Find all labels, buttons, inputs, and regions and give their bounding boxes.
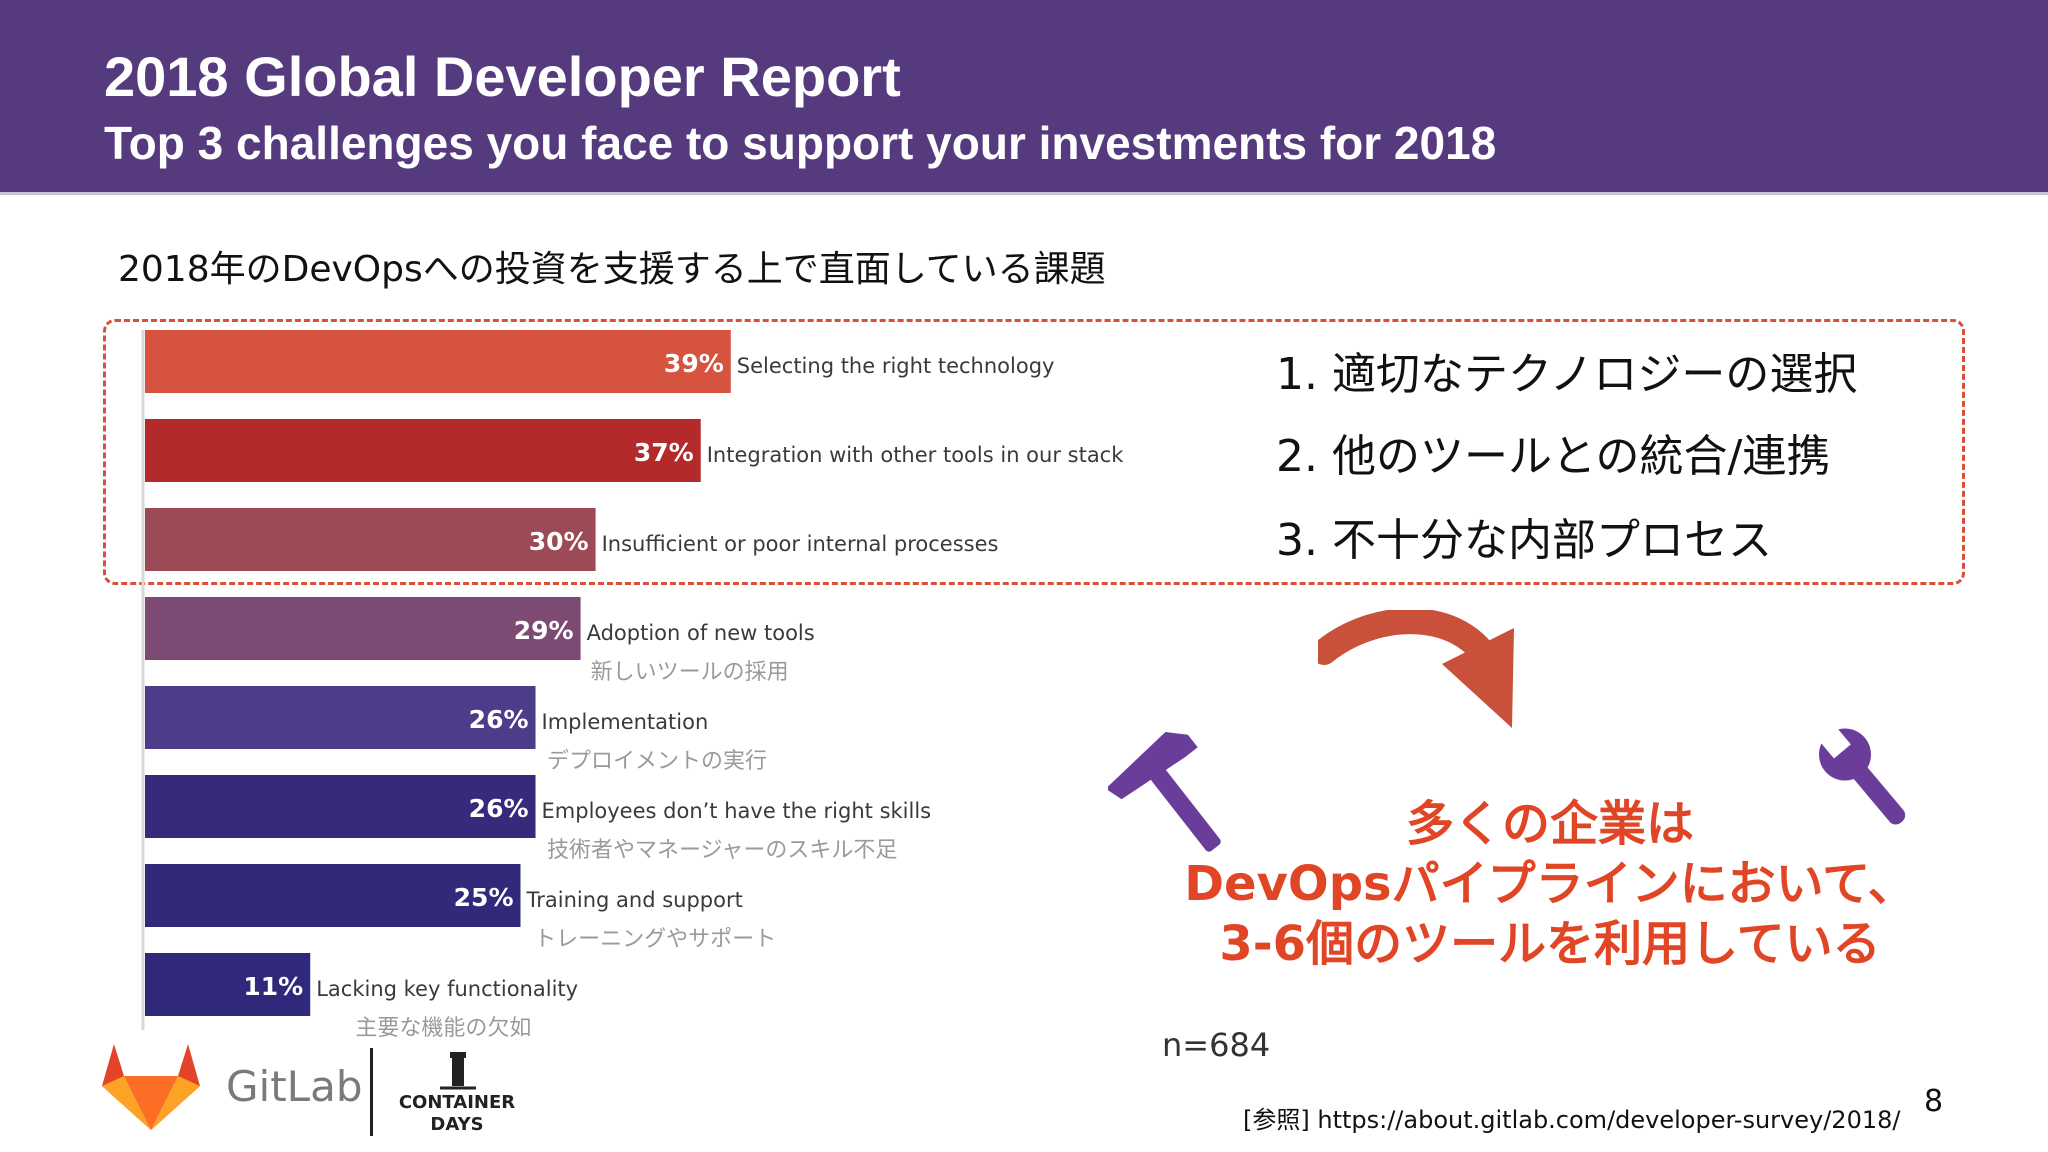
bar-category-label-jp-5: デプロイメントの実行 — [547, 749, 767, 774]
bar-value-label-5: 26% — [469, 705, 529, 734]
hammer-icon — [1108, 731, 1221, 852]
bar-7 — [145, 864, 521, 927]
wrench-icon — [1817, 724, 1906, 825]
page-number: 8 — [1924, 1084, 1944, 1119]
top3-highlight-box — [103, 319, 1965, 585]
sample-size: n=684 — [1162, 1026, 1271, 1064]
bar-category-label-7: Training and support — [526, 888, 743, 912]
reference-link[interactable]: [参照] https://about.gitlab.com/developer-… — [1243, 1106, 1901, 1134]
top3-item-3: 3. 不十分な内部プロセス — [1276, 515, 1772, 566]
chart-title-jp: 2018年のDevOpsへの投資を支援する上で直面している課題 — [118, 249, 1106, 290]
bar-category-label-6: Employees don’t have the right skills — [542, 799, 932, 823]
bar-value-label-1: 39% — [664, 349, 724, 378]
message-line-2: DevOpsパイプラインにおいて、 — [1184, 856, 1916, 912]
gitlab-logo-text: GitLab — [226, 1062, 363, 1111]
bar-value-label-8: 11% — [243, 972, 303, 1001]
top3-item-1: 1. 適切なテクノロジーの選択 — [1276, 349, 1858, 400]
message-line-1: 多くの企業は — [1405, 796, 1694, 852]
header-banner: 2018 Global Developer Report Top 3 chall… — [0, 0, 2048, 195]
bar-value-label-2: 37% — [634, 438, 694, 467]
bar-value-label-7: 25% — [454, 883, 514, 912]
bar-value-label-6: 26% — [469, 794, 529, 823]
bar-2 — [145, 419, 701, 482]
page-title: 2018 Global Developer Report — [104, 45, 901, 108]
bar-value-label-3: 30% — [529, 527, 589, 556]
bar-8 — [145, 953, 311, 1016]
bar-category-label-3: Insufficient or poor internal processes — [602, 532, 999, 556]
page-subtitle: Top 3 challenges you face to support you… — [104, 117, 1497, 169]
bar-category-label-4: Adoption of new tools — [587, 621, 815, 645]
bar-value-label-4: 29% — [514, 616, 574, 645]
container-days-logo: CONTAINER DAYS — [398, 1092, 516, 1136]
bar-category-label-2: Integration with other tools in our stac… — [707, 443, 1124, 467]
bar-category-label-8: Lacking key functionality — [316, 977, 578, 1001]
bar-category-label-jp-4: 新しいツールの採用 — [591, 660, 789, 685]
bar-6 — [145, 775, 536, 838]
bar-category-label-5: Implementation — [542, 710, 709, 734]
gitlab-fox-icon — [102, 1044, 200, 1130]
bar-1 — [145, 330, 731, 393]
bar-4 — [145, 597, 581, 660]
container-days-line2: DAYS — [430, 1114, 484, 1135]
curved-arrow-icon — [1318, 610, 1514, 728]
lighthouse-icon — [440, 1052, 476, 1090]
bar-3 — [145, 508, 596, 571]
bar-category-label-jp-8: 主要な機能の欠如 — [355, 1016, 531, 1041]
message-line-3: 3-6個のツールを利用している — [1219, 916, 1881, 972]
top3-item-2: 2. 他のツールとの統合/連携 — [1276, 431, 1831, 482]
bar-category-label-1: Selecting the right technology — [737, 354, 1055, 378]
bar-5 — [145, 686, 536, 749]
container-days-line1: CONTAINER — [398, 1092, 516, 1113]
bar-category-label-jp-7: トレーニングやサポート — [534, 927, 776, 952]
bar-category-label-jp-6: 技術者やマネージャーのスキル不足 — [547, 838, 897, 863]
logo-divider — [370, 1048, 373, 1136]
